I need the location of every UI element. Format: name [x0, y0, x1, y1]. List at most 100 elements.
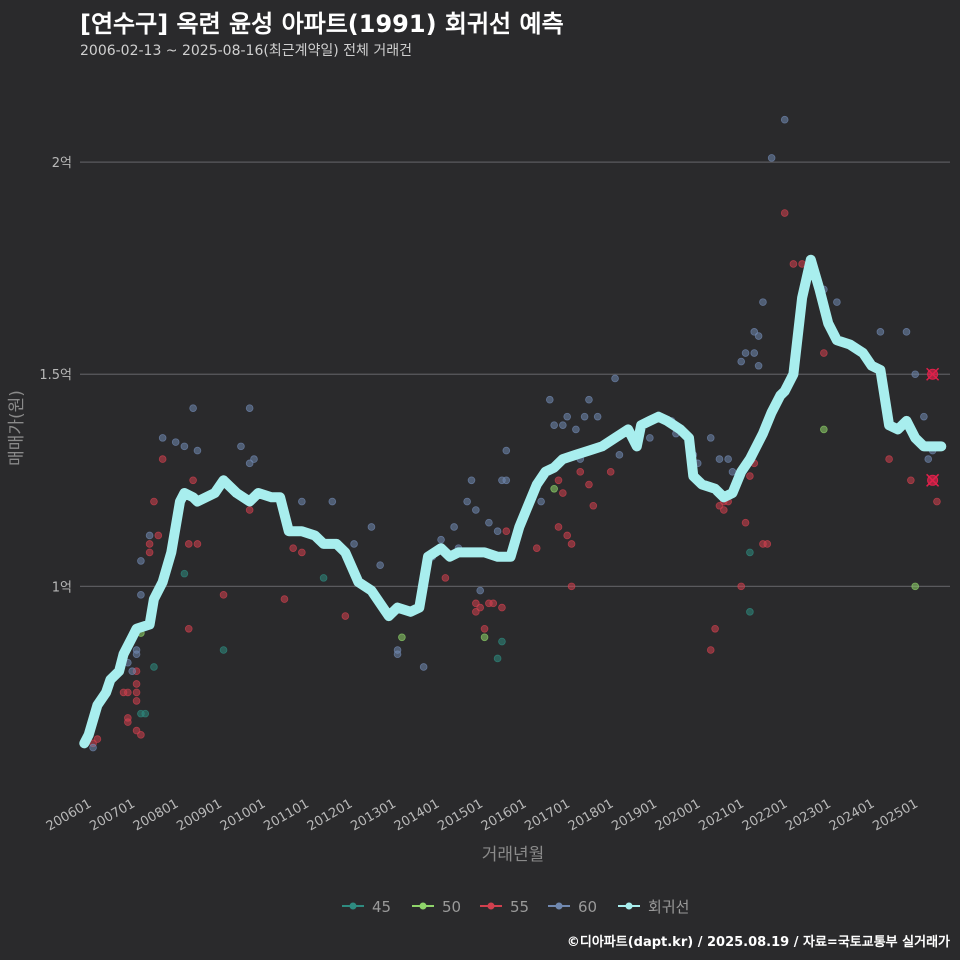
data-point-60 [911, 370, 919, 379]
data-point-55 [576, 468, 585, 476]
x-tick-label: 201901 [609, 796, 659, 834]
legend-label: 60 [578, 898, 597, 916]
data-point-60 [502, 476, 511, 485]
data-point-55 [498, 603, 506, 612]
data-point-55 [789, 260, 798, 268]
x-tick-label: 201301 [348, 796, 398, 834]
data-point-60 [180, 442, 189, 451]
data-point-45 [746, 608, 754, 616]
data-point-60 [467, 476, 476, 485]
data-point-60 [472, 506, 480, 514]
data-point-60 [545, 395, 554, 404]
data-point-60 [741, 349, 750, 357]
data-point-55 [559, 489, 567, 497]
data-point-55 [820, 349, 828, 357]
data-point-60 [171, 438, 180, 446]
data-point-55 [289, 544, 297, 552]
y-tick-label: 1억 [52, 580, 72, 595]
data-point-60 [737, 357, 745, 366]
data-point-60 [611, 374, 619, 383]
data-point-60 [137, 591, 145, 599]
data-point-55 [532, 544, 541, 552]
data-point-60 [615, 451, 624, 459]
data-point-55 [567, 582, 576, 591]
data-point-55 [132, 688, 141, 697]
chart-title: [연수구] 옥련 윤성 아파트(1991) 회귀선 예측 [80, 10, 564, 38]
data-point-50 [820, 425, 828, 434]
highlight-cross-icon [926, 473, 940, 487]
data-point-55 [741, 518, 750, 527]
data-point-45 [180, 569, 189, 578]
data-point-60 [759, 298, 767, 306]
data-point-60 [767, 154, 776, 162]
data-point-55 [193, 540, 202, 548]
data-point-55 [280, 595, 289, 603]
data-point-55 [184, 624, 193, 633]
data-point-60 [450, 523, 458, 531]
x-axis-title: 거래년월 [482, 845, 545, 865]
data-point-55 [885, 455, 893, 463]
x-tick-label: 202101 [696, 796, 746, 834]
data-point-55 [554, 523, 563, 531]
data-point-60 [298, 497, 306, 506]
data-point-60 [328, 497, 337, 506]
data-point-60 [715, 455, 724, 463]
legend-label: 45 [372, 898, 391, 916]
data-point-55 [933, 497, 941, 506]
data-point-60 [419, 663, 428, 671]
data-point-45 [319, 574, 328, 582]
data-point-55 [585, 480, 593, 489]
x-tick-label: 200701 [87, 796, 137, 834]
data-point-60 [754, 361, 763, 370]
data-point-55 [476, 603, 485, 612]
data-point-55 [554, 476, 563, 485]
grid-lines [80, 161, 950, 587]
data-point-55 [158, 455, 167, 463]
legend-key-dot [487, 902, 495, 910]
data-point-60 [493, 527, 502, 536]
data-point-60 [750, 349, 759, 357]
data-point-60 [502, 446, 511, 455]
data-point-60 [780, 115, 789, 124]
data-point-55 [145, 540, 154, 548]
data-point-60 [550, 421, 558, 429]
data-point-60 [646, 434, 654, 442]
data-point-55 [184, 540, 193, 548]
data-point-60 [250, 455, 258, 463]
data-point-60 [724, 455, 732, 463]
data-point-55 [719, 506, 728, 514]
y-axis-title: 매매가(원) [7, 390, 27, 466]
x-tick-label: 201501 [435, 796, 485, 834]
data-point-60 [245, 404, 254, 412]
data-point-60 [593, 412, 602, 421]
data-point-55 [298, 548, 306, 557]
data-point-55 [341, 612, 350, 620]
x-tick-label: 200901 [174, 796, 224, 834]
x-tick-label: 201101 [261, 796, 311, 834]
data-point-55 [245, 506, 254, 514]
chart-legend: 45 50 55 60 회귀선 [342, 898, 689, 916]
x-tick-label: 201601 [479, 796, 529, 834]
chart-subtitle: 2006-02-13 ~ 2025-08-16(최근계약일) 전체 거래건 [80, 43, 412, 59]
x-tick-label: 200601 [44, 796, 94, 834]
data-point-60 [193, 446, 202, 455]
data-point-55 [780, 209, 789, 217]
y-tick-label: 2억 [52, 156, 72, 171]
highlighted-points [926, 367, 940, 487]
data-point-55 [567, 540, 576, 548]
data-point-60 [350, 540, 358, 548]
data-point-60 [137, 557, 145, 565]
data-point-55 [606, 468, 615, 476]
data-point-45 [498, 637, 506, 646]
data-point-55 [489, 599, 498, 608]
x-tick-label: 201401 [392, 796, 442, 834]
data-point-45 [746, 548, 754, 557]
scatter-points [89, 115, 941, 752]
highlight-cross-icon [926, 367, 940, 381]
data-point-60 [563, 412, 571, 421]
x-tick-label: 200801 [131, 796, 181, 834]
data-point-60 [463, 497, 471, 506]
legend-key-dot [555, 902, 563, 910]
data-point-60 [393, 650, 402, 659]
